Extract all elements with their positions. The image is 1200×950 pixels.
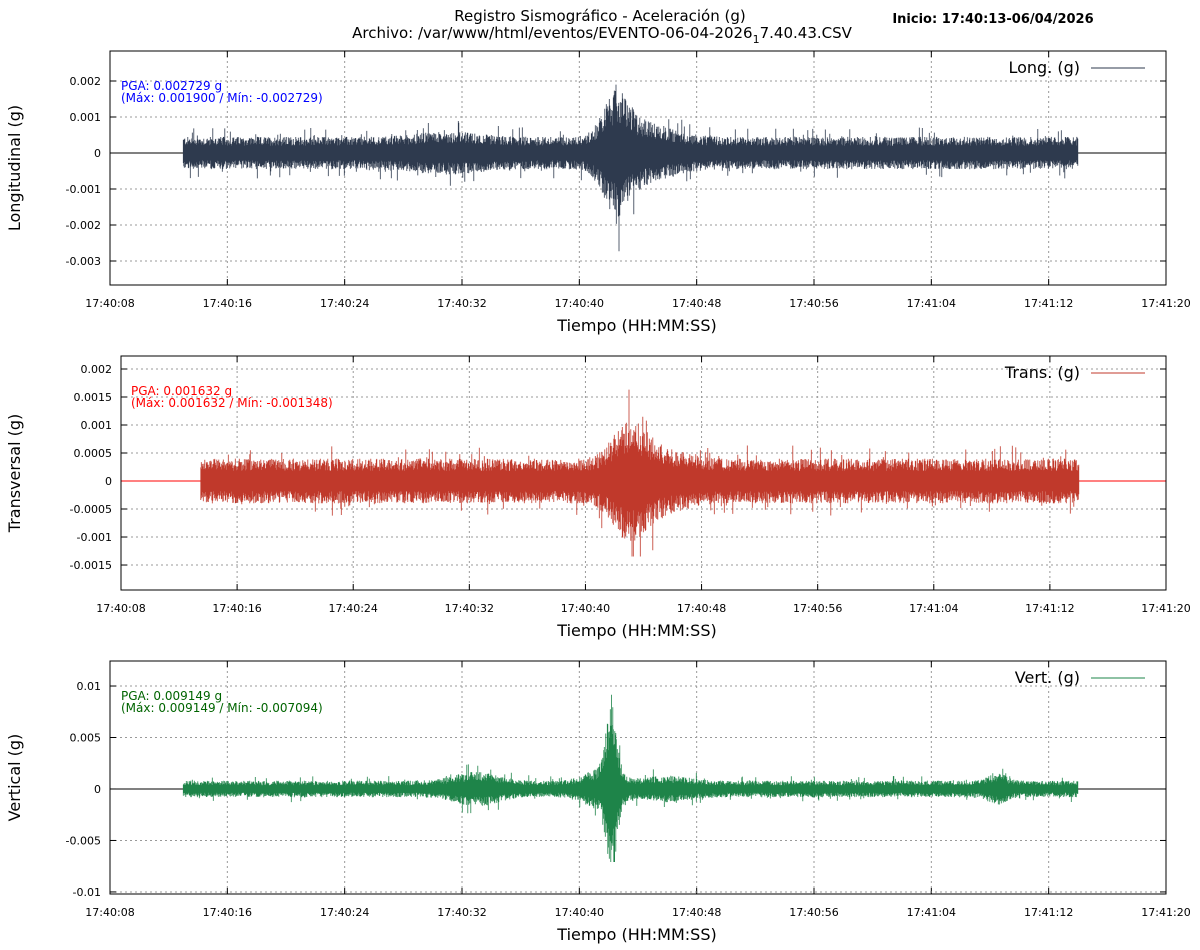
- y-tick-label: 0: [94, 147, 101, 160]
- waveform-longitudinal: [182, 84, 1079, 252]
- plot-border: [120, 355, 1167, 591]
- x-tick-label: 17:40:32: [437, 297, 486, 310]
- x-tick-label: 17:41:20: [1141, 297, 1190, 310]
- x-tick-label: 17:40:24: [329, 602, 378, 615]
- x-tick-label: 17:41:20: [1141, 602, 1190, 615]
- y-tick-label: 0.0015: [74, 391, 113, 404]
- y-tick-label: -0.002: [66, 219, 101, 232]
- file-path-subtitle: Archivo: /var/www/html/eventos/EVENTO-06…: [352, 24, 853, 46]
- max-min-annotation: (Máx: 0.001900 / Mín: -0.002729): [121, 91, 323, 105]
- y-tick-label: -0.001: [77, 531, 112, 544]
- x-tick-label: 17:40:56: [793, 602, 842, 615]
- plot-border: [109, 50, 1167, 286]
- x-tick-label: 17:40:40: [555, 297, 604, 310]
- waveform-transversal: [200, 389, 1080, 557]
- x-tick-label: 17:40:16: [212, 602, 261, 615]
- x-tick-label: 17:40:56: [789, 906, 838, 919]
- panel-transversal: 17:40:08 17:40:16 17:40:24 17:40:32 17:40:40…: [5, 355, 1191, 640]
- x-axis-label: Tiempo (HH:MM:SS): [556, 621, 716, 640]
- max-min-annotation: (Máx: 0.009149 / Mín: -0.007094): [121, 701, 323, 715]
- y-axis-label: Transversal (g): [5, 414, 24, 533]
- x-tick-label: 17:41:04: [907, 906, 956, 919]
- y-tick-label: -0.005: [66, 834, 101, 847]
- panel-vertical: 17:40:08 17:40:16 17:40:24 17:40:32 17:40:40…: [5, 660, 1191, 944]
- x-axis-label: Tiempo (HH:MM:SS): [556, 925, 716, 944]
- x-tick-label: 17:40:08: [85, 297, 134, 310]
- x-tick-label: 17:41:04: [907, 297, 956, 310]
- start-time-label: Inicio: 17:40:13-06/04/2026: [892, 12, 1093, 27]
- x-tick-label: 17:40:24: [320, 297, 369, 310]
- x-tick-label: 17:40:16: [203, 906, 252, 919]
- x-tick-label: 17:40:08: [96, 602, 145, 615]
- y-tick-label: 0.002: [81, 363, 113, 376]
- y-axis-label: Vertical (g): [5, 734, 24, 822]
- y-tick-label: -0.003: [66, 255, 101, 268]
- x-tick-label: 17:40:40: [561, 602, 610, 615]
- panel-longitudinal: 17:40:08 17:40:16 17:40:24 17:40:32 17:40:40…: [5, 50, 1191, 335]
- x-tick-label: 17:40:32: [437, 906, 486, 919]
- x-tick-label: 17:40:56: [789, 297, 838, 310]
- y-tick-label: 0: [105, 475, 112, 488]
- x-tick-label: 17:41:12: [1025, 602, 1074, 615]
- y-axis-label: Longitudinal (g): [5, 105, 24, 231]
- x-tick-label: 17:41:12: [1024, 297, 1073, 310]
- x-tick-label: 17:40:08: [85, 906, 134, 919]
- x-tick-label: 17:41:04: [909, 602, 958, 615]
- y-tick-label: 0.0005: [74, 447, 113, 460]
- plot-border: [109, 660, 1167, 895]
- chart-title: Registro Sismográfico - Aceleración (g): [454, 7, 745, 25]
- legend-label: Long. (g): [1008, 58, 1080, 77]
- y-tick-label: -0.01: [73, 886, 101, 899]
- max-min-annotation: (Máx: 0.001632 / Mín: -0.001348): [131, 396, 333, 410]
- y-tick-label: 0.005: [70, 731, 102, 744]
- y-tick-label: 0: [94, 783, 101, 796]
- waveform-vertical: [182, 694, 1079, 862]
- y-tick-label: -0.0005: [70, 503, 112, 516]
- x-axis-label: Tiempo (HH:MM:SS): [556, 316, 716, 335]
- legend-label: Trans. (g): [1004, 363, 1080, 382]
- y-tick-label: -0.001: [66, 183, 101, 196]
- y-tick-label: 0.001: [70, 111, 102, 124]
- x-tick-label: 17:40:16: [203, 297, 252, 310]
- pga-annotation: PGA: 0.009149 g: [121, 689, 222, 703]
- x-tick-label: 17:40:32: [445, 602, 494, 615]
- y-tick-label: 0.002: [70, 75, 102, 88]
- x-tick-label: 17:40:48: [672, 906, 721, 919]
- x-tick-label: 17:40:40: [555, 906, 604, 919]
- pga-annotation: PGA: 0.001632 g: [131, 384, 232, 398]
- y-tick-label: -0.0015: [70, 559, 112, 572]
- x-tick-label: 17:40:24: [320, 906, 369, 919]
- x-tick-label: 17:41:20: [1141, 906, 1190, 919]
- y-tick-label: 0.001: [81, 419, 113, 432]
- x-tick-label: 17:40:48: [677, 602, 726, 615]
- x-tick-label: 17:40:48: [672, 297, 721, 310]
- legend-label: Vert. (g): [1015, 668, 1080, 687]
- x-tick-label: 17:41:12: [1024, 906, 1073, 919]
- y-tick-label: 0.01: [77, 680, 102, 693]
- pga-annotation: PGA: 0.002729 g: [121, 79, 222, 93]
